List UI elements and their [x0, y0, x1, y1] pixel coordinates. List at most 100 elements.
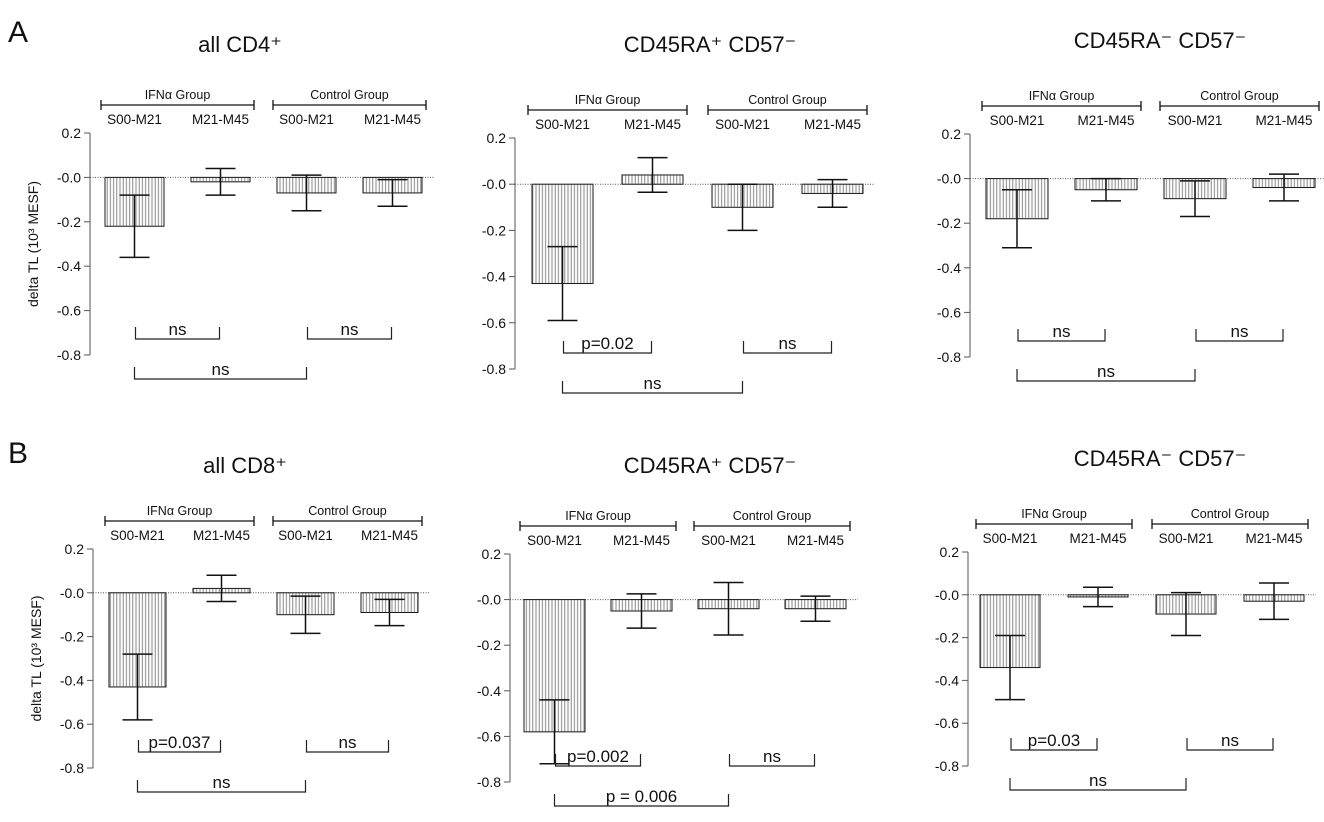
group-bracket [981, 101, 1142, 111]
chart-4: all CD8⁺ 0.2 -0.0 -0.2 -0.4 -0.6 -0.8 delta TL … [28, 453, 430, 793]
error-bar [727, 183, 758, 232]
significance-label: ns [1097, 362, 1115, 381]
significance-bracket [305, 740, 390, 753]
error-bar [1180, 180, 1210, 218]
significance-bracket [562, 341, 653, 354]
y-tick-label: -0.4 [935, 672, 959, 688]
group-label: Control Group [733, 509, 812, 523]
chart-title: CD45RA⁻ CD57⁻ [1074, 28, 1246, 53]
chart-title: CD45RA⁻ CD57⁻ [1074, 446, 1246, 471]
category-label: M21-M45 [804, 117, 861, 132]
category-label: M21-M45 [624, 117, 681, 132]
error-bar [626, 593, 657, 629]
significance-bracket [742, 341, 833, 354]
y-tick-label: 0.2 [942, 126, 962, 142]
y-tick-label: -0.6 [937, 304, 961, 320]
significance-bracket [1195, 329, 1284, 342]
significance-label: p=0.037 [149, 733, 211, 752]
group-bracket [100, 100, 255, 110]
chart-title: CD45RA⁺ CD57⁻ [624, 32, 796, 57]
group-bracket [693, 521, 851, 531]
significance-bracket [1016, 369, 1196, 382]
significance-label: ns [341, 320, 359, 339]
error-bar [205, 167, 236, 196]
significance-label: p=0.03 [1028, 731, 1080, 750]
error-bar [291, 174, 322, 212]
error-bar [539, 699, 570, 765]
significance-bracket [133, 367, 308, 380]
significance-bracket [1186, 738, 1274, 751]
significance-bracket [561, 381, 744, 394]
error-bar [1002, 189, 1032, 249]
y-tick-label: -0.4 [937, 260, 961, 276]
significance-label: p=0.002 [567, 747, 629, 766]
charts-container: all CD4⁺ 0.2 -0.0 -0.2 -0.4 -0.6 -0.8 delta TL … [25, 28, 1324, 807]
y-tick-label: 0.2 [940, 544, 960, 560]
group-bracket [1159, 101, 1320, 111]
y-tick-label: -0.8 [935, 758, 959, 774]
y-tick-label: -0.0 [60, 585, 84, 601]
y-tick-label: -0.0 [935, 587, 959, 603]
category-label: S00-M21 [990, 113, 1045, 128]
category-label: M21-M45 [1069, 531, 1126, 546]
category-label: S00-M21 [1159, 531, 1214, 546]
group-label: Control Group [1200, 89, 1279, 103]
category-label: S00-M21 [535, 117, 590, 132]
error-bar [713, 581, 744, 636]
chart-2: CD45RA⁺ CD57⁻ 0.2 -0.0 -0.2 -0.4 -0.6 -0.8 S00-… [482, 32, 875, 394]
significance-label: p = 0.006 [606, 787, 677, 806]
group-label: Control Group [748, 93, 827, 107]
chart-title: all CD8⁺ [203, 453, 287, 478]
y-axis-label: delta TL (10³ MESF) [28, 595, 44, 721]
category-label: S00-M21 [715, 117, 770, 132]
significance-bracket [1017, 329, 1106, 342]
error-bar [1269, 173, 1299, 202]
category-label: M21-M45 [787, 533, 844, 548]
chart-title: all CD4⁺ [198, 32, 282, 57]
error-bar [206, 574, 237, 603]
error-bar [547, 245, 578, 322]
category-label: M21-M45 [193, 528, 250, 543]
significance-label: ns [213, 773, 231, 792]
group-bracket [519, 521, 677, 531]
y-tick-label: -0.4 [57, 258, 81, 274]
chart-5: CD45RA⁺ CD57⁻ 0.2 -0.0 -0.2 -0.4 -0.6 -0.8 S00-… [477, 453, 858, 807]
y-tick-label: -0.2 [482, 222, 506, 238]
significance-bracket [728, 754, 816, 767]
category-label: S00-M21 [107, 112, 162, 127]
group-bracket [707, 105, 868, 115]
y-tick-label: 0.2 [487, 130, 507, 146]
y-tick-label: -0.0 [477, 592, 501, 608]
error-bar [119, 194, 150, 259]
category-label: M21-M45 [1255, 113, 1312, 128]
y-tick-label: -0.6 [57, 303, 81, 319]
group-label: Control Group [310, 88, 389, 102]
significance-label: ns [1089, 771, 1107, 790]
y-tick-label: -0.6 [935, 715, 959, 731]
category-label: S00-M21 [701, 533, 756, 548]
y-tick-label: -0.0 [937, 171, 961, 187]
error-bar [637, 156, 668, 194]
category-label: S00-M21 [1168, 113, 1223, 128]
y-tick-label: -0.4 [60, 672, 84, 688]
y-tick-label: -0.2 [57, 214, 81, 230]
group-label: IFNα Group [1029, 89, 1095, 103]
y-tick-label: -0.8 [937, 349, 961, 365]
group-label: IFNα Group [1021, 507, 1087, 521]
chart-3: CD45RA⁻ CD57⁻ 0.2 -0.0 -0.2 -0.4 -0.6 -0.8 S00-… [937, 28, 1324, 382]
significance-label: ns [1221, 731, 1239, 750]
y-tick-label: -0.2 [477, 637, 501, 653]
y-tick-label: -0.8 [60, 760, 84, 776]
group-bracket [1151, 519, 1309, 529]
significance-label: ns [644, 374, 662, 393]
category-label: M21-M45 [1077, 113, 1134, 128]
y-tick-label: -0.2 [935, 630, 959, 646]
significance-bracket [554, 754, 642, 767]
group-label: Control Group [1191, 507, 1270, 521]
y-tick-label: -0.2 [937, 215, 961, 231]
y-tick-label: -0.2 [60, 629, 84, 645]
significance-bracket [137, 740, 222, 753]
category-label: S00-M21 [278, 528, 333, 543]
panel-label-b: B [8, 437, 28, 470]
